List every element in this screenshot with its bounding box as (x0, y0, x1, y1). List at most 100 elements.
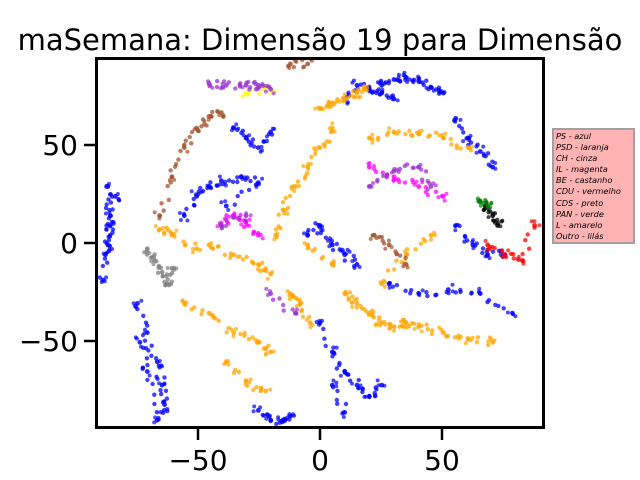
scatter-point-psd (352, 94, 357, 99)
scatter-point-il (366, 164, 372, 170)
scatter-point-psd (172, 234, 177, 239)
scatter-point-ps (337, 362, 342, 368)
scatter-point-ps (145, 323, 150, 328)
scatter-point-ps (305, 230, 310, 235)
scatter-point-be (394, 251, 399, 256)
scatter-point-ps (358, 383, 363, 388)
scatter-point-psd (282, 211, 287, 216)
scatter-point-psd (231, 370, 237, 376)
scatter-point-outro (233, 86, 238, 91)
scatter-point-psd (331, 263, 336, 268)
scatter-point-ps (239, 189, 244, 194)
scatter-point-psd (382, 280, 387, 285)
scatter-point-psd (486, 342, 491, 348)
scatter-point-psd (403, 132, 408, 137)
scatter-point-psd (486, 339, 491, 344)
scatter-point-cdu (511, 252, 516, 257)
scatter-point-ps (311, 227, 316, 233)
scatter-point-psd (300, 314, 306, 319)
scatter-point-psd (198, 248, 203, 252)
scatter-point-ps (260, 176, 265, 181)
scatter-point-ps (156, 417, 161, 422)
scatter-point-ps (147, 373, 152, 378)
scatter-point-psd (412, 326, 417, 331)
scatter-point-psd (305, 171, 310, 176)
scatter-point-ps (152, 401, 157, 407)
scatter-point-ps (102, 279, 107, 284)
scatter-point-ps (254, 184, 259, 189)
scatter-point-il (372, 166, 377, 172)
scatter-point-ps (236, 126, 241, 131)
scatter-point-ps (485, 151, 491, 156)
scatter-point-be (383, 246, 388, 251)
scatter-point-ps (477, 290, 482, 295)
scatter-point-ps (386, 81, 391, 86)
scatter-point-outro (411, 165, 416, 170)
scatter-point-ps (388, 281, 392, 285)
scatter-point-be (370, 233, 375, 238)
scatter-point-ps (320, 224, 325, 229)
scatter-point-il (412, 182, 417, 187)
scatter-point-cdu (520, 251, 525, 257)
scatter-point-psd (289, 186, 294, 191)
scatter-point-ps (477, 149, 483, 154)
scatter-point-psd (358, 94, 363, 99)
scatter-point-psd (428, 232, 434, 238)
scatter-point-cdu (506, 248, 511, 253)
scatter-point-ps (439, 89, 444, 93)
scatter-point-ch (164, 272, 169, 277)
scatter-point-ps (100, 263, 106, 269)
scatter-point-ps (283, 417, 288, 422)
scatter-point-ps (242, 175, 247, 180)
scatter-point-il (402, 180, 408, 185)
scatter-point-ps (99, 280, 104, 285)
scatter-point-ps (219, 200, 224, 205)
scatter-point-be (217, 113, 222, 118)
scatter-point-outro (428, 184, 434, 189)
scatter-point-ps (240, 128, 246, 133)
scatter-point-ps (134, 305, 139, 310)
scatter-point-ps (357, 265, 362, 269)
scatter-point-ps (270, 126, 275, 131)
scatter-point-outro (260, 82, 265, 87)
scatter-point-psd (322, 144, 327, 149)
scatter-point-psd (344, 292, 349, 297)
scatter-point-psd (442, 136, 446, 141)
scatter-point-l (240, 94, 245, 99)
scatter-point-psd (296, 183, 302, 189)
scatter-point-psd (405, 252, 410, 257)
scatter-point-be (166, 197, 171, 203)
scatter-point-psd (424, 322, 429, 327)
scatter-point-ps (450, 289, 455, 294)
scatter-point-psd (306, 167, 311, 172)
plot-frame (95, 57, 545, 429)
scatter-point-outro (246, 79, 251, 84)
scatter-point-ps (342, 258, 347, 263)
scatter-point-outro (266, 84, 271, 89)
scatter-point-outro (219, 226, 224, 231)
scatter-point-be (165, 183, 170, 189)
scatter-point-psd (350, 300, 355, 305)
scatter-point-outro (208, 83, 213, 88)
scatter-point-psd (199, 312, 204, 317)
scatter-point-psd (301, 164, 306, 168)
scatter-point-ch (163, 283, 167, 288)
scatter-point-cds (488, 209, 493, 214)
scatter-point-psd (326, 99, 331, 104)
scatter-point-outro (206, 79, 211, 84)
y-tick-label: 50 (42, 129, 78, 162)
scatter-point-ps (405, 80, 410, 84)
scatter-point-ps (107, 243, 113, 249)
scatter-point-psd (405, 325, 410, 330)
scatter-point-psd (304, 317, 309, 322)
scatter-point-ps (241, 133, 246, 138)
scatter-point-psd (463, 341, 468, 346)
scatter-point-ps (276, 417, 281, 422)
scatter-point-ch (147, 251, 152, 255)
scatter-point-psd (295, 297, 300, 302)
scatter-point-outro (371, 181, 375, 185)
scatter-point-psd (354, 305, 359, 310)
scatter-point-be (368, 237, 373, 241)
scatter-point-ps (471, 246, 476, 251)
scatter-point-ch (168, 272, 173, 277)
